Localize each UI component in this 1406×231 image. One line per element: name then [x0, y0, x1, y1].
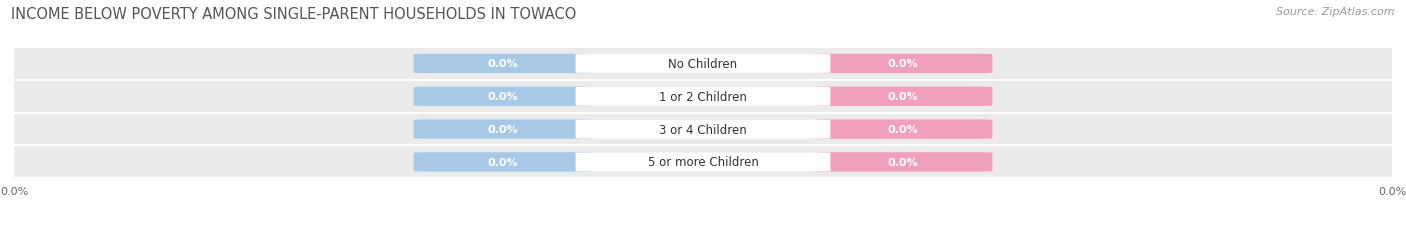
Bar: [14, 113, 1392, 146]
Bar: [14, 146, 1392, 179]
Text: 1 or 2 Children: 1 or 2 Children: [659, 90, 747, 103]
Text: 0.0%: 0.0%: [887, 59, 918, 69]
Text: 5 or more Children: 5 or more Children: [648, 156, 758, 169]
Text: 0.0%: 0.0%: [488, 59, 519, 69]
Text: INCOME BELOW POVERTY AMONG SINGLE-PARENT HOUSEHOLDS IN TOWACO: INCOME BELOW POVERTY AMONG SINGLE-PARENT…: [11, 7, 576, 22]
FancyBboxPatch shape: [413, 120, 593, 139]
FancyBboxPatch shape: [575, 55, 831, 73]
Text: 0.0%: 0.0%: [887, 157, 918, 167]
Text: Source: ZipAtlas.com: Source: ZipAtlas.com: [1277, 7, 1395, 17]
FancyBboxPatch shape: [575, 120, 831, 139]
Text: 3 or 4 Children: 3 or 4 Children: [659, 123, 747, 136]
Text: 0.0%: 0.0%: [488, 125, 519, 134]
Text: 0.0%: 0.0%: [488, 92, 519, 102]
FancyBboxPatch shape: [413, 55, 593, 74]
Bar: [14, 81, 1392, 113]
FancyBboxPatch shape: [813, 120, 993, 139]
FancyBboxPatch shape: [575, 88, 831, 106]
Text: 0.0%: 0.0%: [887, 125, 918, 134]
Text: No Children: No Children: [668, 58, 738, 71]
FancyBboxPatch shape: [813, 55, 993, 74]
FancyBboxPatch shape: [413, 87, 593, 106]
Bar: [14, 48, 1392, 81]
FancyBboxPatch shape: [813, 87, 993, 106]
Text: 0.0%: 0.0%: [488, 157, 519, 167]
FancyBboxPatch shape: [575, 153, 831, 172]
FancyBboxPatch shape: [813, 152, 993, 172]
Text: 0.0%: 0.0%: [887, 92, 918, 102]
FancyBboxPatch shape: [413, 152, 593, 172]
